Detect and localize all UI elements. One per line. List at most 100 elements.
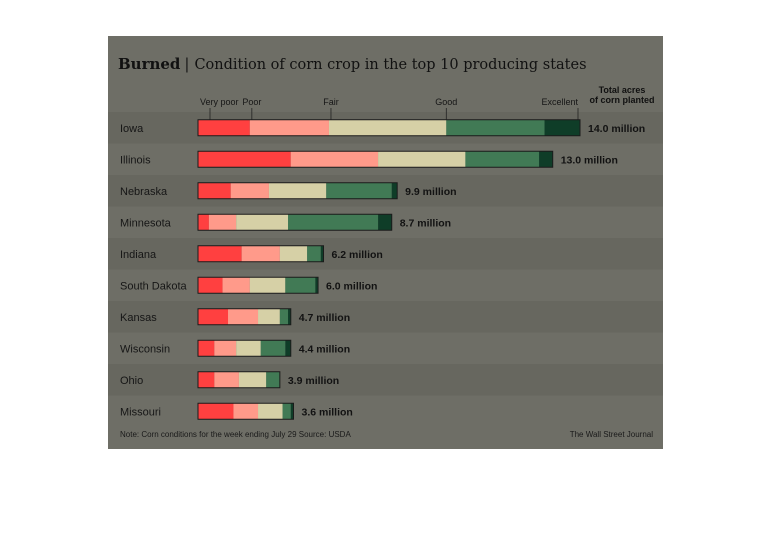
- state-label: Wisconsin: [120, 343, 170, 355]
- credit-label: The Wall Street Journal: [570, 430, 654, 439]
- bar-segment: [544, 119, 580, 136]
- bar-segment: [208, 214, 237, 231]
- bar-outline: [197, 371, 281, 389]
- scale-label: Fair: [323, 97, 339, 107]
- bar-row: Wisconsin 4.4 million: [120, 339, 350, 357]
- state-label: Nebraska: [120, 186, 168, 198]
- bar-segment: [230, 182, 269, 199]
- bar-segment: [290, 151, 379, 168]
- bar-outline: [197, 339, 292, 357]
- bar-outline: [197, 402, 294, 420]
- bar-row: Illinois 13.0 million: [120, 150, 618, 168]
- scale-label: Poor: [242, 97, 261, 107]
- bar-segment: [198, 403, 234, 420]
- state-label: Ohio: [120, 375, 143, 387]
- bar-segment: [285, 277, 316, 294]
- bar-segment: [315, 277, 319, 294]
- title-separator: |: [184, 57, 189, 73]
- scale-label: Very poor: [200, 97, 239, 107]
- bar-segment: [228, 308, 259, 325]
- bar-segment: [198, 245, 242, 262]
- bar-segment: [282, 403, 291, 420]
- bar-segment: [222, 277, 250, 294]
- scale-label: Excellent: [541, 97, 578, 107]
- bar-segment: [236, 340, 261, 357]
- bar-segment: [198, 214, 209, 231]
- bar-segment: [198, 119, 250, 136]
- bar-segment: [279, 308, 289, 325]
- bar-segment: [326, 182, 392, 199]
- bar-row: Kansas 4.7 million: [120, 308, 350, 326]
- total-label: 3.9 million: [288, 375, 339, 387]
- bar-segment: [446, 119, 545, 136]
- bar-segment: [391, 182, 398, 199]
- row-band: [108, 301, 663, 333]
- chart-title: Burned: [118, 55, 181, 73]
- bar-row: Missouri 3.6 million: [120, 402, 353, 420]
- bar-segment: [266, 371, 280, 388]
- bar-segment: [214, 371, 239, 388]
- bar-segment: [198, 277, 223, 294]
- chart-subtitle: Condition of corn crop in the top 10 pro…: [194, 57, 586, 73]
- bar-segment: [378, 214, 392, 231]
- total-label: 13.0 million: [561, 154, 618, 166]
- bar-outline: [197, 119, 581, 137]
- bar-row: Minnesota 8.7 million: [120, 213, 451, 231]
- state-label: Indiana: [120, 249, 157, 261]
- bar-segment: [198, 308, 229, 325]
- bar-segment: [258, 403, 283, 420]
- bar-segment: [465, 151, 540, 168]
- bar-segment: [307, 245, 321, 262]
- bar-segment: [249, 119, 329, 136]
- total-label: 8.7 million: [400, 217, 451, 229]
- total-label: 9.9 million: [405, 186, 456, 198]
- chart-container: Burned | Condition of corn crop in the t…: [108, 36, 663, 449]
- bar-segment: [238, 371, 267, 388]
- bar-segment: [288, 214, 379, 231]
- row-band: [108, 238, 663, 270]
- bar-segment: [198, 340, 215, 357]
- state-label: Kansas: [120, 312, 157, 324]
- bar-segment: [290, 403, 294, 420]
- bar-segment: [241, 245, 280, 262]
- condition-scale: Very poor Poor Fair Good Excellent: [200, 97, 578, 120]
- total-label: 4.4 million: [299, 343, 350, 355]
- bar-segment: [198, 151, 291, 168]
- bar-segment: [539, 151, 553, 168]
- bar-row: South Dakota 6.0 million: [120, 276, 377, 294]
- total-label: 4.7 million: [299, 312, 350, 324]
- state-label: Missouri: [120, 406, 161, 418]
- bar-segment: [378, 151, 466, 168]
- bar-segment: [288, 308, 291, 325]
- bar-segment: [260, 340, 286, 357]
- state-label: Minnesota: [120, 217, 172, 229]
- bar-segment: [198, 182, 231, 199]
- bar-segment: [268, 182, 327, 199]
- source-note: Note: Corn conditions for the week endin…: [120, 430, 351, 439]
- bar-rows: Iowa 14.0 million Illinois 13.0 million Nebr…: [120, 119, 645, 420]
- bar-row: Nebraska 9.9 million: [120, 182, 457, 200]
- total-label: 6.2 million: [332, 249, 383, 261]
- state-label: South Dakota: [120, 280, 188, 292]
- bar-segment: [236, 214, 289, 231]
- bar-row: Iowa 14.0 million: [120, 119, 645, 137]
- bar-outline: [197, 213, 393, 231]
- bar-segment: [328, 119, 447, 136]
- row-band: [108, 364, 663, 396]
- bar-segment: [258, 308, 280, 325]
- total-label: 3.6 million: [302, 406, 353, 418]
- state-label: Illinois: [120, 154, 151, 166]
- total-header-line2: of corn planted: [590, 95, 655, 105]
- bar-outline: [197, 276, 319, 294]
- bar-outline: [197, 150, 554, 168]
- state-label: Iowa: [120, 123, 144, 135]
- bar-segment: [279, 245, 308, 262]
- total-label: 6.0 million: [326, 280, 377, 292]
- bar-outline: [197, 245, 325, 263]
- bar-row: Ohio 3.9 million: [120, 371, 339, 389]
- bar-segment: [198, 371, 215, 388]
- bar-segment: [320, 245, 324, 262]
- bar-segment: [249, 277, 286, 294]
- bar-segment: [285, 340, 291, 357]
- bar-segment: [214, 340, 237, 357]
